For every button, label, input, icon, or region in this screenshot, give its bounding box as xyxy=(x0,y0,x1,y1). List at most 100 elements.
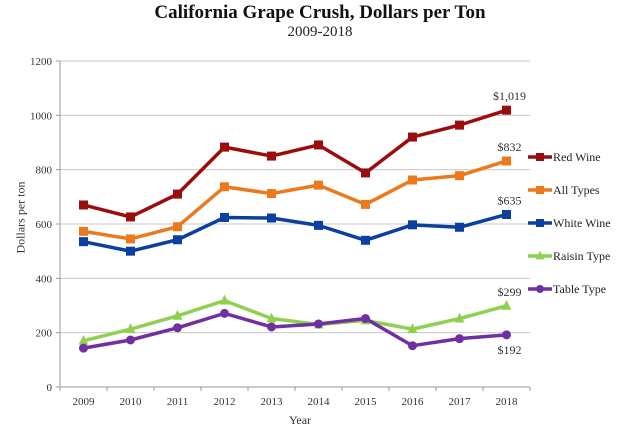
data-point-raisin-type xyxy=(172,309,183,320)
data-point-all-types xyxy=(267,189,276,199)
y-tick-label: 200 xyxy=(36,328,53,340)
data-point-raisin-type xyxy=(78,334,89,345)
legend-item-red-wine: Red Wine xyxy=(528,150,601,164)
data-point-table-type xyxy=(502,330,511,340)
legend-label: Red Wine xyxy=(553,150,601,164)
data-point-all-types xyxy=(455,171,464,181)
data-point-all-types xyxy=(79,226,88,236)
x-tick-label: 2014 xyxy=(308,396,331,408)
data-label: $832 xyxy=(498,140,522,154)
data-point-raisin-type xyxy=(501,299,512,310)
data-point-raisin-type xyxy=(125,323,136,334)
data-point-white-wine xyxy=(455,222,464,232)
data-point-red-wine xyxy=(220,142,229,152)
data-point-table-type xyxy=(408,341,417,351)
data-point-all-types xyxy=(173,222,182,232)
chart-subtitle: 2009-2018 xyxy=(287,24,353,40)
data-point-red-wine xyxy=(408,132,417,142)
legend-marker xyxy=(536,186,544,194)
data-point-white-wine xyxy=(314,220,323,230)
data-point-table-type xyxy=(79,343,88,353)
data-point-red-wine xyxy=(455,120,464,130)
y-tick-label: 800 xyxy=(36,165,53,177)
legend-item-raisin-type: Raisin Type xyxy=(528,249,610,263)
data-point-raisin-type xyxy=(407,323,418,334)
series-line-raisin-type xyxy=(83,298,507,343)
data-point-red-wine xyxy=(79,200,88,210)
data-point-red-wine xyxy=(502,105,511,115)
y-tick-label: 400 xyxy=(36,273,53,285)
data-point-all-types xyxy=(314,180,323,190)
y-tick-label: 600 xyxy=(36,219,53,231)
legend: Red Wine All Types White Wine Raisin Type Ta… xyxy=(528,150,611,296)
data-point-red-wine xyxy=(314,140,323,150)
data-point-table-type xyxy=(126,335,135,345)
data-point-table-type xyxy=(173,323,182,333)
legend-label: Raisin Type xyxy=(553,249,610,263)
data-point-white-wine xyxy=(126,246,135,256)
data-label: $1,019 xyxy=(493,89,526,103)
series-white-wine xyxy=(79,209,511,256)
data-point-all-types xyxy=(126,234,135,244)
data-point-raisin-type xyxy=(266,312,277,323)
data-point-raisin-type xyxy=(219,294,230,305)
data-labels: $1,019 $832 $635 $299 $192 xyxy=(493,89,526,357)
legend-marker xyxy=(536,285,544,293)
data-point-all-types xyxy=(220,182,229,192)
x-tick-label: 2015 xyxy=(355,396,378,408)
data-point-table-type xyxy=(361,314,370,324)
series-line-table-type xyxy=(83,311,507,350)
axes: 0 200 400 600 800 1000 1200 2009 2010 2011 2012 201… xyxy=(30,56,531,408)
x-tick-label: 2016 xyxy=(402,396,425,408)
data-point-all-types xyxy=(408,175,417,185)
legend-item-all-types: All Types xyxy=(528,183,600,197)
series-raisin-type xyxy=(78,294,512,345)
y-tick-label: 1200 xyxy=(30,56,53,68)
data-point-white-wine xyxy=(267,213,276,223)
series-line-red-wine xyxy=(83,108,508,219)
data-point-white-wine xyxy=(502,209,511,219)
x-tick-label: 2011 xyxy=(167,396,189,408)
data-point-white-wine xyxy=(220,212,229,222)
x-axis-label: Year xyxy=(288,413,312,427)
series-line-all-types xyxy=(83,159,508,241)
data-point-table-type xyxy=(220,308,229,318)
legend-marker xyxy=(536,153,544,161)
x-tick-label: 2009 xyxy=(73,396,96,408)
series-red-wine xyxy=(79,105,511,222)
data-point-white-wine xyxy=(361,235,370,245)
data-point-white-wine xyxy=(79,237,88,247)
data-point-white-wine xyxy=(408,220,417,230)
legend-marker xyxy=(536,219,544,227)
x-tick-label: 2013 xyxy=(261,396,284,408)
x-tick-label: 2017 xyxy=(449,396,472,408)
legend-marker xyxy=(535,250,545,260)
y-tick-label: 1000 xyxy=(30,110,53,122)
data-label: $299 xyxy=(498,285,522,299)
legend-label: Table Type xyxy=(553,282,606,296)
series-line-white-wine xyxy=(83,212,507,253)
data-point-table-type xyxy=(314,319,323,329)
data-point-raisin-type xyxy=(454,312,465,323)
series-table-type xyxy=(79,308,511,353)
data-label: $192 xyxy=(498,343,522,357)
data-point-all-types xyxy=(502,156,511,166)
data-point-red-wine xyxy=(126,212,135,222)
legend-label: All Types xyxy=(553,183,600,197)
series-all-types xyxy=(79,156,511,244)
data-point-red-wine xyxy=(361,168,370,178)
data-point-red-wine xyxy=(173,189,182,199)
data-label: $635 xyxy=(498,193,522,207)
y-tick-label: 0 xyxy=(47,382,53,394)
data-point-table-type xyxy=(455,334,464,344)
gridlines xyxy=(60,60,530,334)
data-point-white-wine xyxy=(173,235,182,245)
data-point-red-wine xyxy=(267,151,276,161)
x-tick-label: 2010 xyxy=(120,396,143,408)
x-tick-label: 2012 xyxy=(214,396,236,408)
legend-item-table-type: Table Type xyxy=(528,282,606,296)
chart-title: California Grape Crush, Dollars per Ton xyxy=(154,2,486,23)
legend-item-white-wine: White Wine xyxy=(528,216,611,230)
legend-label: White Wine xyxy=(553,216,611,230)
